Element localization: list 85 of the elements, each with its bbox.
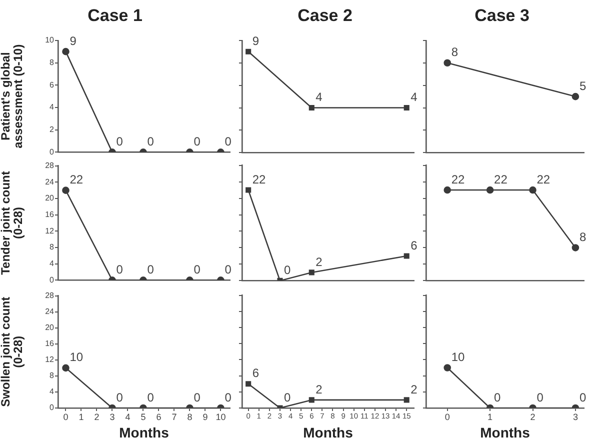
- data-label: 6: [252, 366, 260, 380]
- y-tick-label: 10: [45, 36, 55, 45]
- data-label: 0: [194, 262, 201, 277]
- x-axis-title: Months: [480, 424, 530, 440]
- x-tick-label: 2: [530, 412, 536, 422]
- y-tick-label: 16: [45, 339, 55, 348]
- point: [404, 253, 410, 259]
- data-label: 22: [451, 172, 466, 186]
- x-tick-label: 0: [444, 412, 450, 422]
- data-label: 0: [494, 390, 502, 404]
- data-label: 0: [579, 390, 586, 404]
- y-tick-label: 4: [50, 387, 55, 396]
- y-tick-label: 20: [45, 194, 55, 203]
- y-tick-label: 28: [45, 161, 55, 170]
- data-label: 0: [147, 134, 154, 149]
- data-label: 9: [70, 34, 77, 48]
- data-label: 0: [536, 390, 544, 404]
- y-tick-label: 6: [50, 80, 55, 90]
- x-tick-label: 6: [156, 412, 162, 422]
- data-label: 0: [116, 390, 124, 404]
- y-axis-title: Patient's global assessment (0-10): [0, 44, 26, 148]
- data-label: 2: [316, 254, 323, 269]
- x-tick-label: 2: [94, 412, 100, 422]
- data-label: 4: [410, 90, 418, 104]
- y-tick-label: 12: [45, 355, 55, 364]
- data-label: 6: [410, 238, 418, 252]
- data-label: 0: [284, 263, 291, 278]
- y-tick-label: 2: [50, 125, 55, 134]
- data-label: 0: [147, 262, 154, 277]
- data-label: 0: [147, 390, 154, 404]
- y-tick-label: 4: [50, 102, 55, 112]
- data-label: 0: [224, 134, 232, 149]
- x-tick-label: 4: [125, 412, 130, 422]
- data-label: 10: [451, 350, 466, 364]
- y-tick-label: 16: [45, 210, 55, 220]
- y-axis-title: Tender joint count (0-28): [0, 171, 26, 275]
- chart-title: Case 2: [298, 6, 352, 25]
- y-axis-title: Swollen joint count (0-28): [0, 296, 26, 407]
- x-tick-label: 0: [63, 412, 68, 422]
- y-tick-label: 24: [45, 177, 55, 186]
- y-tick-label: 0: [50, 147, 55, 156]
- data-label: 0: [224, 390, 232, 404]
- data-label: 5: [579, 78, 586, 93]
- chart-title: Case 3: [474, 6, 530, 25]
- y-tick-label: 0: [50, 403, 55, 412]
- y-tick-label: 8: [50, 371, 55, 380]
- x-tick-label: 1: [488, 412, 493, 422]
- data-label: 8: [579, 230, 586, 244]
- x-tick-label: 5: [140, 412, 146, 422]
- x-tick-label: 9: [202, 412, 208, 422]
- point: [308, 270, 314, 276]
- data-label: 22: [494, 172, 508, 186]
- x-tick-label: 8: [187, 412, 192, 422]
- data-label: 8: [451, 45, 458, 60]
- data-label: 9: [252, 34, 260, 48]
- x-tick-label: 10: [216, 412, 226, 422]
- y-tick-label: 4: [50, 259, 55, 268]
- x-axis-title: Months: [303, 424, 354, 440]
- y-tick-label: 8: [50, 58, 55, 67]
- data-label: 4: [316, 90, 323, 104]
- data-label: 0: [284, 390, 291, 404]
- y-tick-label: 28: [45, 291, 55, 300]
- x-tick-label: 7: [172, 412, 177, 422]
- data-label: 22: [252, 172, 266, 186]
- y-tick-label: 0: [50, 275, 55, 284]
- data-label: 0: [194, 134, 201, 149]
- x-tick-label: 3: [572, 412, 578, 422]
- x-tick-label: 3: [110, 412, 115, 422]
- data-label: 0: [116, 134, 124, 149]
- y-tick-label: 24: [45, 307, 55, 316]
- data-label: 10: [70, 350, 84, 364]
- point: [246, 187, 252, 193]
- data-label: 0: [224, 262, 232, 277]
- data-label: 0: [194, 390, 201, 404]
- data-label: 2: [410, 382, 418, 396]
- data-label: 22: [536, 172, 550, 186]
- data-label: 0: [116, 262, 124, 277]
- y-tick-label: 12: [45, 226, 55, 236]
- x-tick-label: 1: [78, 412, 84, 422]
- y-tick-label: 8: [50, 242, 55, 252]
- y-tick-label: 20: [45, 323, 55, 332]
- data-label: 22: [70, 172, 84, 187]
- data-label: 2: [316, 382, 323, 396]
- x-axis-title: Months: [119, 424, 170, 440]
- chart-title: Case 1: [88, 6, 142, 25]
